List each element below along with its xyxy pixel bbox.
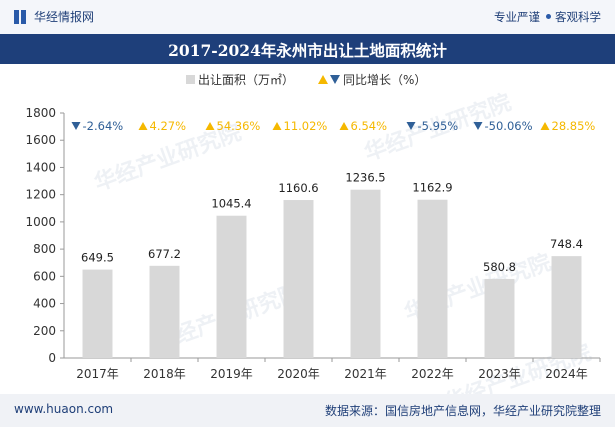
footer-bar: [0, 394, 615, 427]
x-tick-label: 2024年: [545, 367, 588, 381]
bar: [82, 269, 113, 358]
growth-down-triangle-icon: [473, 122, 483, 130]
y-tick-label: 1800: [25, 106, 56, 120]
bar-value-label: 649.5: [81, 251, 114, 265]
growth-label: 54.36%: [217, 119, 261, 133]
dot-icon: [546, 14, 551, 19]
x-tick-label: 2022年: [411, 367, 454, 381]
growth-up-triangle-icon: [339, 122, 349, 130]
growth-label: 4.27%: [150, 119, 187, 133]
growth-label: -2.64%: [83, 119, 124, 133]
growth-up-triangle-icon: [540, 122, 550, 130]
brand-logo-icon: [14, 9, 28, 24]
y-tick-label: 1200: [25, 188, 56, 202]
growth-label: 11.02%: [284, 119, 328, 133]
y-tick-label: 1400: [25, 160, 56, 174]
growth-label: -50.06%: [485, 119, 533, 133]
bar: [283, 200, 314, 358]
legend-bar-label: 出让面积（万㎡）: [198, 73, 294, 87]
x-tick-label: 2018年: [143, 367, 186, 381]
legend-growth-label: 同比增长（%）: [343, 73, 426, 87]
growth-down-triangle-icon: [71, 122, 81, 130]
legend-down-triangle-icon: [330, 75, 340, 84]
top-bar: [0, 0, 615, 34]
footer-site: www.huaon.com: [14, 402, 114, 416]
x-tick-label: 2023年: [478, 367, 521, 381]
bars: 649.5 677.2 1045.4 1160.6 1236.5 1162.9 580.8 7…: [81, 171, 583, 358]
y-tick-label: 800: [33, 242, 56, 256]
bar: [216, 215, 247, 358]
bar-value-label: 1236.5: [345, 171, 385, 185]
growth-up-triangle-icon: [138, 122, 148, 130]
bar: [149, 265, 180, 358]
y-tick-label: 0: [48, 351, 56, 365]
tagline: 专业严谨 客观科学: [494, 9, 601, 25]
growth-up-triangle-icon: [272, 122, 282, 130]
tagline-left: 专业严谨: [494, 10, 540, 24]
y-tick-label: 600: [33, 269, 56, 283]
y-tick-label: 200: [33, 324, 56, 338]
brand-name: 华经情报网: [34, 10, 95, 24]
bar-value-label: 1045.4: [211, 197, 251, 211]
y-tick-label: 1600: [25, 133, 56, 147]
growth-label: 28.85%: [552, 119, 596, 133]
bar-value-label: 1162.9: [412, 181, 452, 195]
title-bar: [0, 34, 615, 64]
growth-label: 6.54%: [351, 119, 388, 133]
growth-label: -5.95%: [418, 119, 459, 133]
y-tick-label: 1000: [25, 215, 56, 229]
bar: [484, 278, 515, 358]
x-tick-label: 2017年: [76, 367, 119, 381]
brand: 华经情报网: [14, 8, 94, 25]
footer-source: 数据来源：国信房地产信息网，华经产业研究院整理: [324, 404, 601, 418]
chart-title: 2017-2024年永州市出让土地面积统计: [168, 41, 447, 60]
x-tick-label: 2019年: [210, 367, 253, 381]
bar: [350, 189, 381, 358]
x-tick-label: 2020年: [277, 367, 320, 381]
tagline-right: 客观科学: [555, 10, 601, 24]
bar-value-label: 677.2: [148, 247, 181, 261]
bar-value-label: 580.8: [483, 260, 516, 274]
legend-bar-swatch: [186, 75, 195, 84]
legend-up-triangle-icon: [318, 75, 328, 84]
growth-row: -2.64% 4.27% 54.36% 11.02% 6.54% -5.95% -50.06…: [71, 119, 596, 133]
growth-down-triangle-icon: [406, 122, 416, 130]
growth-up-triangle-icon: [205, 122, 215, 130]
bar-value-label: 1160.6: [278, 181, 318, 195]
x-ticks: 2017年 2018年 2019年 2020年 2021年 2022年 2023年 2024年: [76, 358, 601, 381]
y-ticks: 0 200 400 600 800 1000 1200 1400 1600 1800: [25, 106, 64, 365]
bar: [417, 199, 448, 358]
bar: [551, 256, 582, 358]
y-tick-label: 400: [33, 297, 56, 311]
legend: 出让面积（万㎡） 同比增长（%）: [186, 73, 426, 87]
x-tick-label: 2021年: [344, 367, 387, 381]
bar-value-label: 748.4: [550, 237, 583, 251]
